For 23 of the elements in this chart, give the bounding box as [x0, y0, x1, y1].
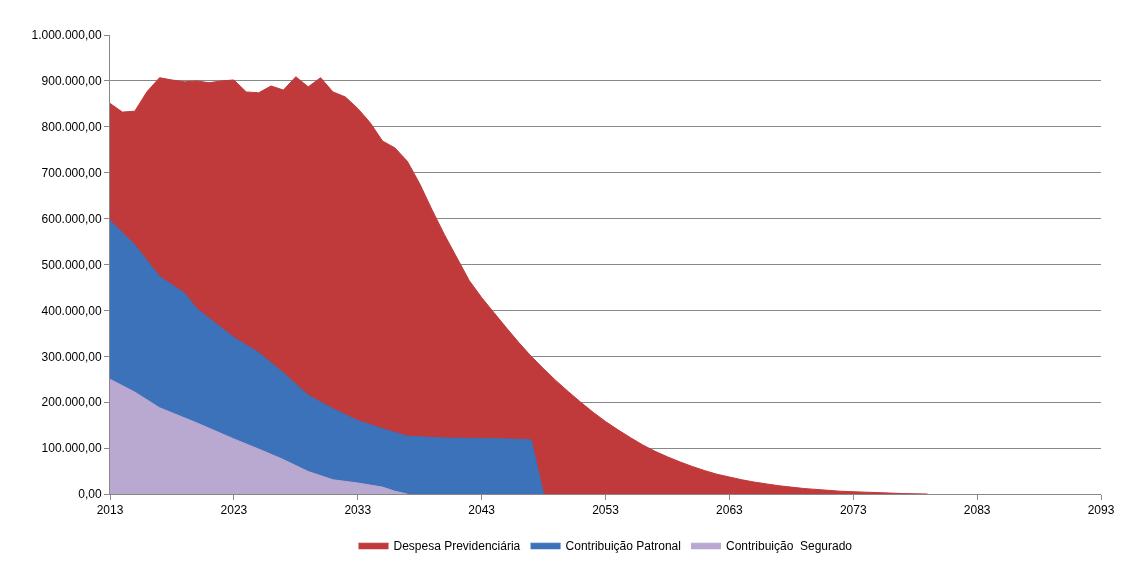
y-tick-label: 500.000,00 [41, 257, 102, 272]
y-tick-label: 0,00 [78, 487, 102, 502]
y-tick-label: 100.000,00 [41, 441, 102, 456]
x-tick-label: 2023 [220, 503, 248, 518]
y-tick-label: 700.000,00 [41, 165, 102, 180]
legend-label: Contribuição Patronal [565, 538, 681, 553]
y-tick-label: 800.000,00 [41, 120, 102, 134]
x-tick-label: 2063 [716, 503, 744, 518]
x-tick-label: 2093 [1087, 503, 1115, 518]
x-tick-label: 2083 [963, 503, 991, 518]
x-tick-label: 2013 [96, 503, 124, 518]
y-tick-label: 300.000,00 [41, 349, 102, 364]
x-tick-label: 2053 [592, 503, 620, 518]
x-tick-label: 2043 [468, 503, 496, 518]
legend-label: Despesa Previdenciária [393, 538, 521, 553]
x-tick-label: 2033 [344, 503, 372, 518]
y-tick-label: 600.000,00 [41, 211, 102, 226]
y-tick-label: 400.000,00 [41, 303, 102, 318]
legend-label: Contribuição Segurado [725, 538, 853, 553]
y-tick-label: 1.000.000,00 [31, 28, 102, 43]
y-tick-label: 200.000,00 [41, 395, 102, 410]
y-tick-label: 900.000,00 [41, 74, 102, 89]
x-tick-label: 2073 [839, 503, 867, 518]
